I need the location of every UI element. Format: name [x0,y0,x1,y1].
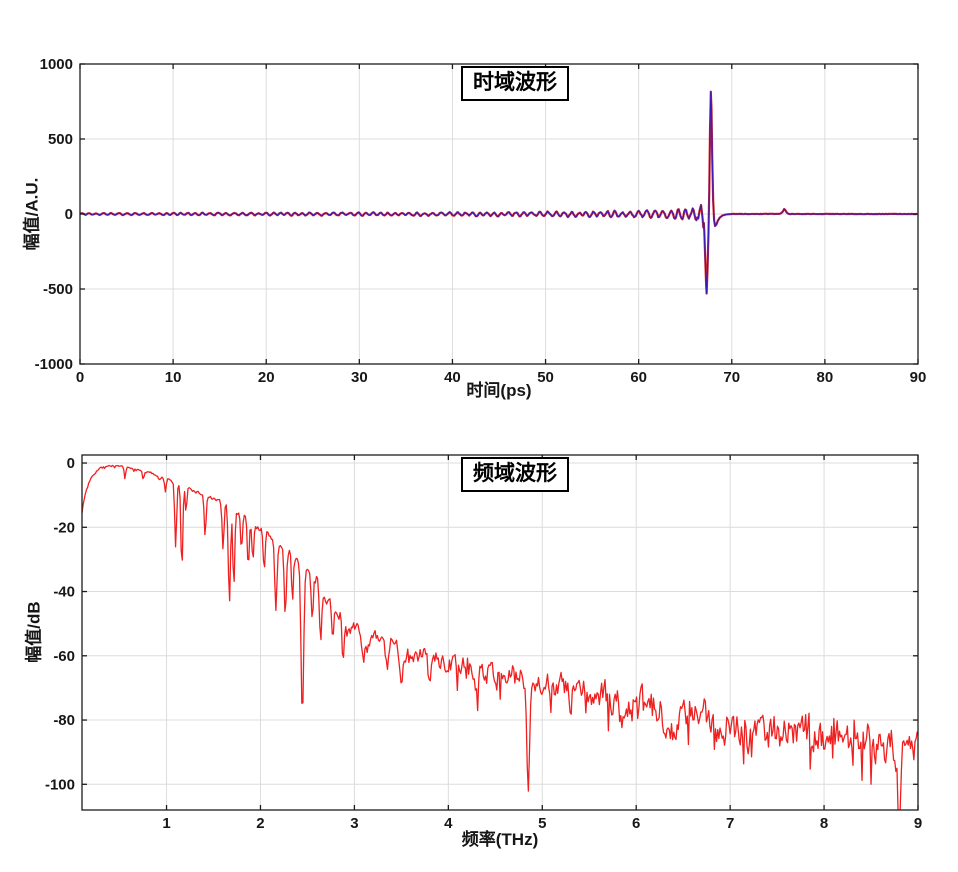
time-trace-red [80,90,918,295]
y-tick-label: -80 [53,712,75,729]
x-tick-label: 30 [351,369,368,386]
time-plot-title: 时域波形 [461,66,569,102]
x-tick-label: 60 [630,369,647,386]
x-tick-label: 80 [817,369,834,386]
frequency-plot-ylabel: 幅值/dB [24,601,44,663]
x-tick-label: 20 [258,369,275,386]
axes-box [81,454,919,811]
frequency-plot-title: 频域波形 [461,457,569,493]
x-tick-label: 10 [165,369,182,386]
x-tick-label: 5 [538,815,546,832]
frequency-plot-xlabel: 频率(THz) [461,830,539,849]
y-tick-label: 500 [48,131,73,148]
frequency-domain-plot: 1 2 3 4 5 6 7 8 9 0 -20 -40 -60 -80 -100 [45,454,922,832]
x-tick-label: 70 [723,369,740,386]
y-tick-label: 0 [65,206,73,223]
x-tick-label: 4 [444,815,453,832]
time-domain-plot: 0 10 20 30 40 50 60 70 80 90 -1000 -500 0 500 1000 [35,56,927,386]
y-tick-label: -40 [53,584,75,601]
y-tick-label: -60 [53,648,75,665]
x-tick-label: 3 [350,815,358,832]
y-tick-label: -20 [53,519,75,536]
y-tick-label: 1000 [40,56,73,73]
x-tick-label: 50 [537,369,554,386]
x-tick-label: 40 [444,369,461,386]
x-tick-label: 90 [910,369,927,386]
x-tick-label: 2 [256,815,264,832]
y-tick-label: -1000 [35,356,73,373]
time-trace-blue [80,91,918,295]
y-tick-label: -100 [45,776,75,793]
time-plot-xlabel: 时间(ps) [466,381,532,400]
y-tick-label: 0 [67,455,75,472]
x-tick-label: 0 [76,369,84,386]
x-tick-label: 6 [632,815,640,832]
x-tick-label: 1 [162,815,170,832]
x-tick-label: 7 [726,815,734,832]
x-tick-label: 9 [914,815,922,832]
y-tick-label: -500 [43,281,73,298]
time-plot-ylabel: 幅值/A.U. [22,177,42,251]
spectrum-trace [82,464,918,810]
x-tick-label: 8 [820,815,828,832]
